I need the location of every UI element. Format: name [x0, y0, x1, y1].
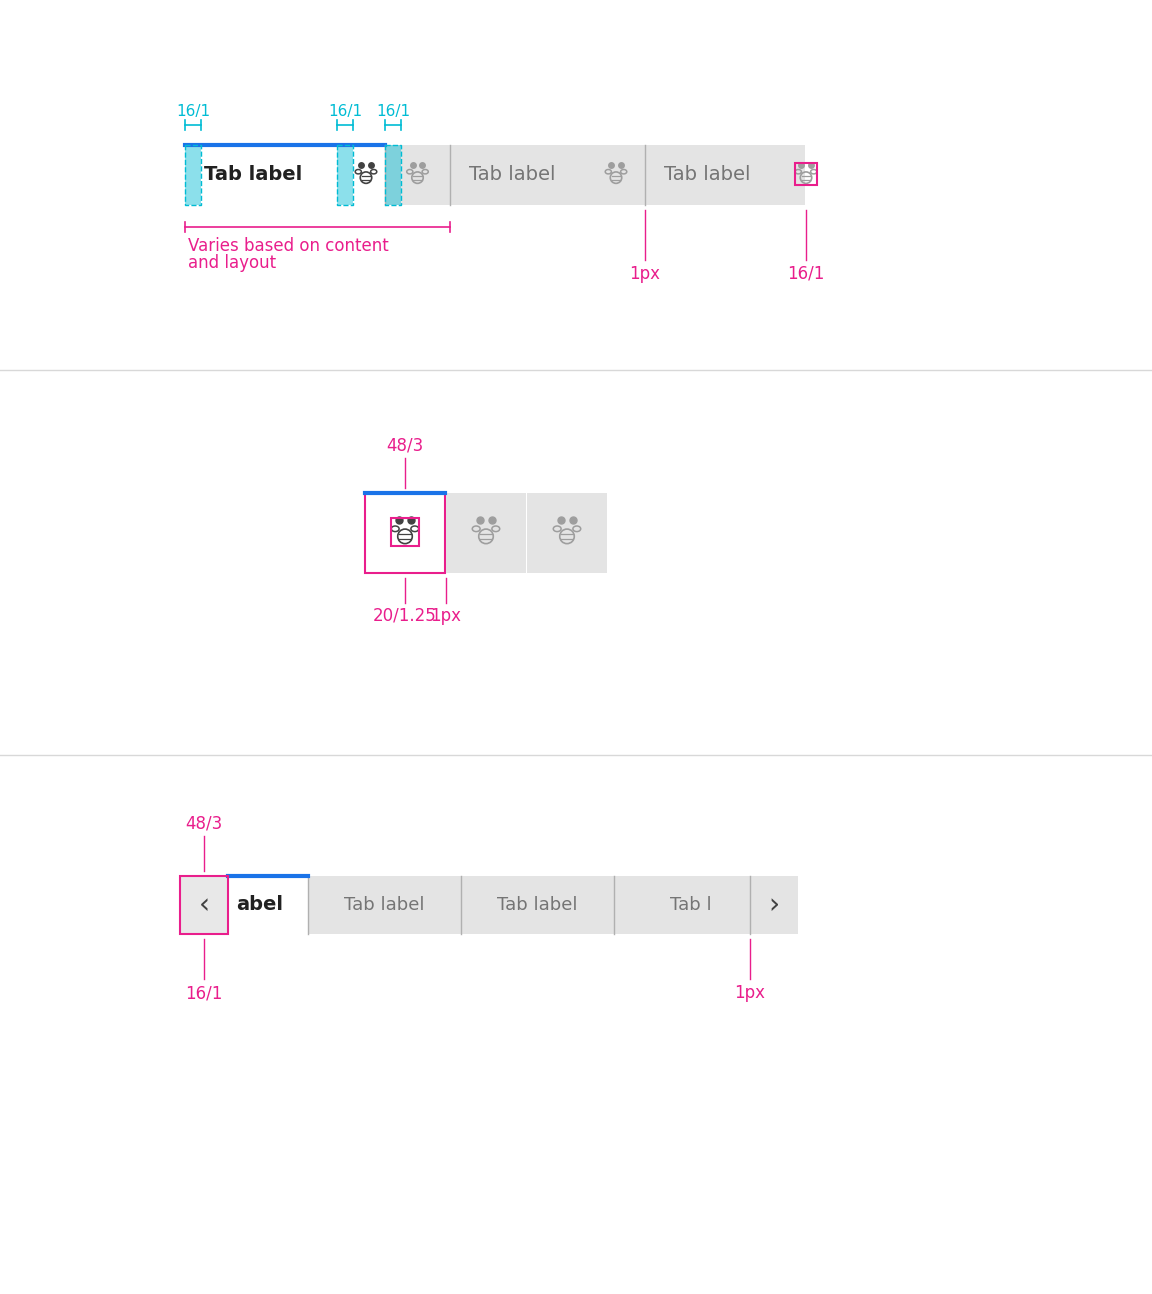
Text: 48/3: 48/3 [386, 437, 424, 455]
Text: Tab label: Tab label [469, 166, 555, 185]
Bar [180, 876, 228, 934]
Bar [338, 145, 353, 204]
Bar [185, 145, 805, 204]
Text: 16/1: 16/1 [376, 104, 410, 119]
Text: Tab label: Tab label [344, 895, 425, 914]
Bar [338, 145, 353, 204]
Text: abel: abel [236, 895, 283, 915]
Text: Varies based on content: Varies based on content [188, 237, 388, 255]
Bar [180, 876, 798, 934]
Bar [180, 876, 228, 934]
Text: 1px: 1px [431, 607, 462, 625]
Text: and layout: and layout [188, 254, 276, 272]
Text: 16/1: 16/1 [176, 104, 210, 119]
Bar [526, 493, 607, 573]
Text: 20/1.25: 20/1.25 [373, 607, 437, 625]
Text: Tab label: Tab label [664, 166, 750, 185]
Bar [446, 493, 526, 573]
Bar [185, 145, 200, 204]
Text: Tab label: Tab label [204, 166, 302, 185]
Bar [795, 163, 817, 185]
Text: 48/3: 48/3 [185, 815, 222, 833]
Text: Tab label: Tab label [498, 895, 578, 914]
Bar [391, 518, 419, 546]
Bar [185, 145, 200, 204]
Text: 1px: 1px [735, 983, 765, 1002]
Bar [365, 493, 445, 573]
Text: ›: › [768, 892, 780, 919]
Bar [750, 876, 798, 934]
Text: 1px: 1px [629, 265, 660, 283]
Bar [185, 145, 385, 204]
Bar [385, 145, 401, 204]
Text: Tab l: Tab l [669, 895, 711, 914]
Text: 16/1: 16/1 [328, 104, 362, 119]
Bar [385, 145, 401, 204]
Bar [228, 876, 308, 934]
Text: ‹: ‹ [198, 892, 210, 919]
Text: 16/1: 16/1 [787, 265, 825, 283]
Text: 16/1: 16/1 [185, 983, 222, 1002]
